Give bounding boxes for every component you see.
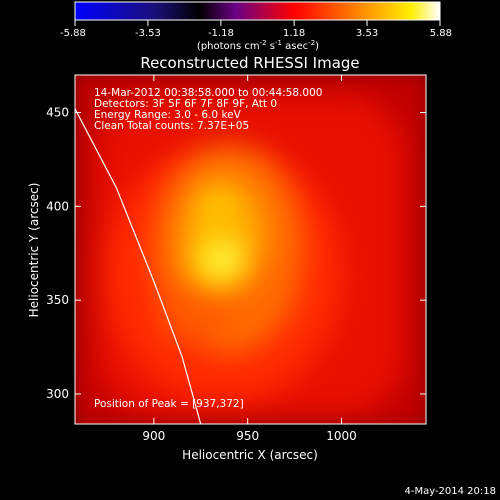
peak-position-label: Position of Peak = [937,372] (94, 398, 244, 410)
colorbar-tick-label: -1.18 (208, 28, 234, 39)
colorbar (74, 1, 441, 21)
x-tick-label: 950 (236, 429, 259, 443)
footer-date: 4-May-2014 20:18 (404, 486, 496, 497)
y-tick-label: 300 (46, 387, 69, 401)
info-line: Detectors: 3F 5F 6F 7F 8F 9F, Att 0 (94, 98, 277, 110)
colorbar-tick-label: 1.18 (283, 28, 305, 39)
x-tick-label: 1000 (326, 429, 357, 443)
y-axis-label: Heliocentric Y (arcsec) (27, 183, 41, 318)
y-axis-ticks: 300 350 400 450 (46, 106, 426, 401)
colorbar-tick-label: 5.88 (430, 28, 452, 39)
x-tick-label: 900 (142, 429, 165, 443)
x-axis-label: Heliocentric X (arcsec) (182, 448, 318, 462)
y-tick-label: 450 (46, 106, 69, 120)
observation-info: 14-Mar-2012 00:38:58.000 to 00:44:58.000… (94, 87, 322, 132)
info-line: Energy Range: 3.0 - 6.0 keV (94, 109, 242, 121)
colorbar-ticks: -5.88 -3.53 -1.18 1.18 3.53 5.88 (60, 20, 452, 39)
colorbar-unit-label: (photons cm-2 s-1 asec-2) (197, 39, 319, 52)
chart-title: Reconstructed RHESSI Image (140, 54, 359, 72)
info-line: Clean Total counts: 7.37E+05 (94, 120, 249, 132)
y-tick-label: 400 (46, 199, 69, 213)
colorbar-tick-label: 3.53 (356, 28, 378, 39)
info-line: 14-Mar-2012 00:38:58.000 to 00:44:58.000 (94, 87, 322, 99)
solar-limb-line (75, 108, 202, 424)
plot-frame (74, 74, 427, 425)
colorbar-tick-label: -3.53 (135, 28, 161, 39)
colorbar-tick-label: -5.88 (60, 28, 86, 39)
y-tick-label: 350 (46, 293, 69, 307)
heatmap-image (75, 75, 426, 424)
x-axis-ticks: 900 950 1000 (142, 75, 357, 443)
